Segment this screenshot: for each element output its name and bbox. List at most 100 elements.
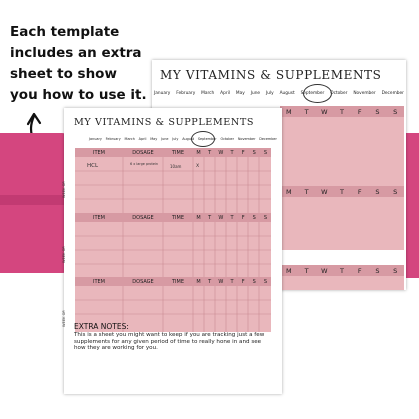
day-header: T: [208, 278, 212, 285]
day-header: T: [230, 214, 234, 221]
month-list: January February March April May June July Augu…: [89, 137, 277, 141]
month-label: February: [176, 91, 196, 96]
week-of-label: WEEK OF:: [62, 309, 66, 327]
month-label: July: [265, 91, 274, 96]
day-header: T: [304, 187, 309, 196]
month-label: August: [182, 137, 195, 141]
day-header: F: [241, 214, 245, 221]
day-header: F: [357, 187, 362, 196]
example-time: 10am: [170, 164, 182, 169]
day-header: W: [321, 187, 328, 196]
day-header: S: [252, 214, 256, 221]
day-header: S: [252, 278, 256, 285]
day-header: T: [230, 149, 234, 156]
month-label: May: [150, 137, 158, 141]
month-label: November: [353, 91, 376, 96]
day-header: T: [340, 107, 344, 116]
month-label: October: [330, 91, 348, 96]
day-header: T: [304, 107, 309, 116]
day-header: T: [340, 187, 344, 196]
example-item: HCL: [87, 163, 99, 169]
promo-caption: Each template includes an extra sheet to…: [10, 22, 160, 106]
column-header-row: ITEM DOSAGE TIME M T W T F S S: [75, 213, 271, 222]
day-header: M: [196, 278, 201, 285]
month-label: March: [124, 137, 135, 141]
column-header: ITEM: [92, 214, 105, 221]
day-header: M: [196, 214, 201, 221]
day-header: T: [230, 278, 234, 285]
column-header: DOSAGE: [132, 149, 154, 156]
day-header: S: [375, 187, 380, 196]
caption-line: Each template: [10, 24, 120, 40]
month-label: January: [154, 91, 171, 96]
day-header: W: [218, 278, 224, 285]
extra-notes-text: This is a sheet you might want to keep i…: [74, 332, 265, 352]
month-label: March: [201, 91, 215, 96]
tracker-block: ITEM DOSAGE TIME M T W T F S S WEEK OF: HCL 6 x l…: [62, 148, 271, 213]
month-circle: [303, 84, 332, 103]
caption-line: you how to use it.: [10, 87, 147, 103]
front-sheet: MY VITAMINS & SUPPLEMENTS January Februar…: [62, 108, 282, 394]
column-header: DOSAGE: [132, 278, 154, 285]
day-header: M: [286, 107, 292, 116]
grid-lines: [75, 222, 271, 277]
column-header: ITEM: [92, 149, 105, 156]
pink-binder-stripe: [0, 195, 72, 205]
day-header: F: [357, 266, 362, 275]
day-header: W: [218, 149, 224, 156]
month-label: June: [250, 91, 261, 96]
day-header: S: [263, 278, 267, 285]
day-header: T: [340, 266, 344, 275]
caption-line: sheet to show: [10, 66, 117, 82]
column-header: TIME: [171, 149, 184, 156]
day-header: M: [286, 187, 292, 196]
column-header: ITEM: [92, 278, 105, 285]
day-header: F: [241, 278, 245, 285]
column-header-row: ITEM DOSAGE TIME M T W T F S S: [75, 277, 271, 286]
month-label: April: [220, 91, 230, 96]
month-label: January: [89, 137, 102, 141]
day-header: S: [393, 266, 398, 275]
tracker-block: ITEM DOSAGE TIME M T W T F S S WEEK OF:: [62, 213, 271, 277]
column-header: DOSAGE: [132, 214, 154, 221]
day-header: M: [286, 266, 292, 275]
month-label: May: [235, 91, 245, 96]
day-header: S: [252, 149, 256, 156]
month-label: November: [237, 137, 256, 141]
example-mark: X: [196, 164, 200, 169]
grid-lines: [75, 286, 271, 332]
day-header: W: [321, 107, 328, 116]
month-label: April: [138, 137, 147, 141]
sheet-title: MY VITAMINS & SUPPLEMENTS: [160, 68, 382, 82]
day-header: S: [263, 149, 267, 156]
month-label: December: [381, 91, 404, 96]
week-of-label: WEEK OF:: [62, 180, 66, 198]
day-header: T: [208, 149, 212, 156]
month-label: June: [161, 137, 169, 141]
day-header: T: [208, 214, 212, 221]
day-header: F: [241, 149, 245, 156]
column-header: TIME: [171, 278, 184, 285]
day-header: W: [321, 266, 328, 275]
month-label: December: [259, 137, 277, 141]
month-circle: [191, 131, 215, 147]
day-header: S: [393, 107, 398, 116]
day-header: S: [263, 214, 267, 221]
column-header: TIME: [171, 214, 184, 221]
month-label: July: [172, 137, 179, 141]
day-header: S: [375, 266, 380, 275]
sheet-title: MY VITAMINS & SUPPLEMENTS: [74, 117, 255, 128]
day-header: F: [357, 107, 362, 116]
day-header: M: [196, 149, 201, 156]
month-label: October: [220, 137, 235, 141]
month-list: January February March April May June July Augu…: [154, 91, 404, 96]
month-label: February: [105, 137, 121, 141]
day-header: W: [218, 214, 224, 221]
day-header: S: [375, 107, 380, 116]
tracker-block: ITEM DOSAGE TIME M T W T F S S WEEK OF:: [62, 277, 271, 332]
